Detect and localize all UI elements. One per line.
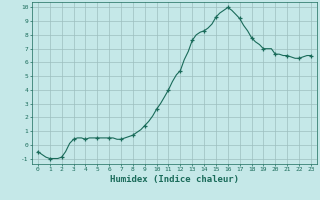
X-axis label: Humidex (Indice chaleur): Humidex (Indice chaleur) bbox=[110, 175, 239, 184]
